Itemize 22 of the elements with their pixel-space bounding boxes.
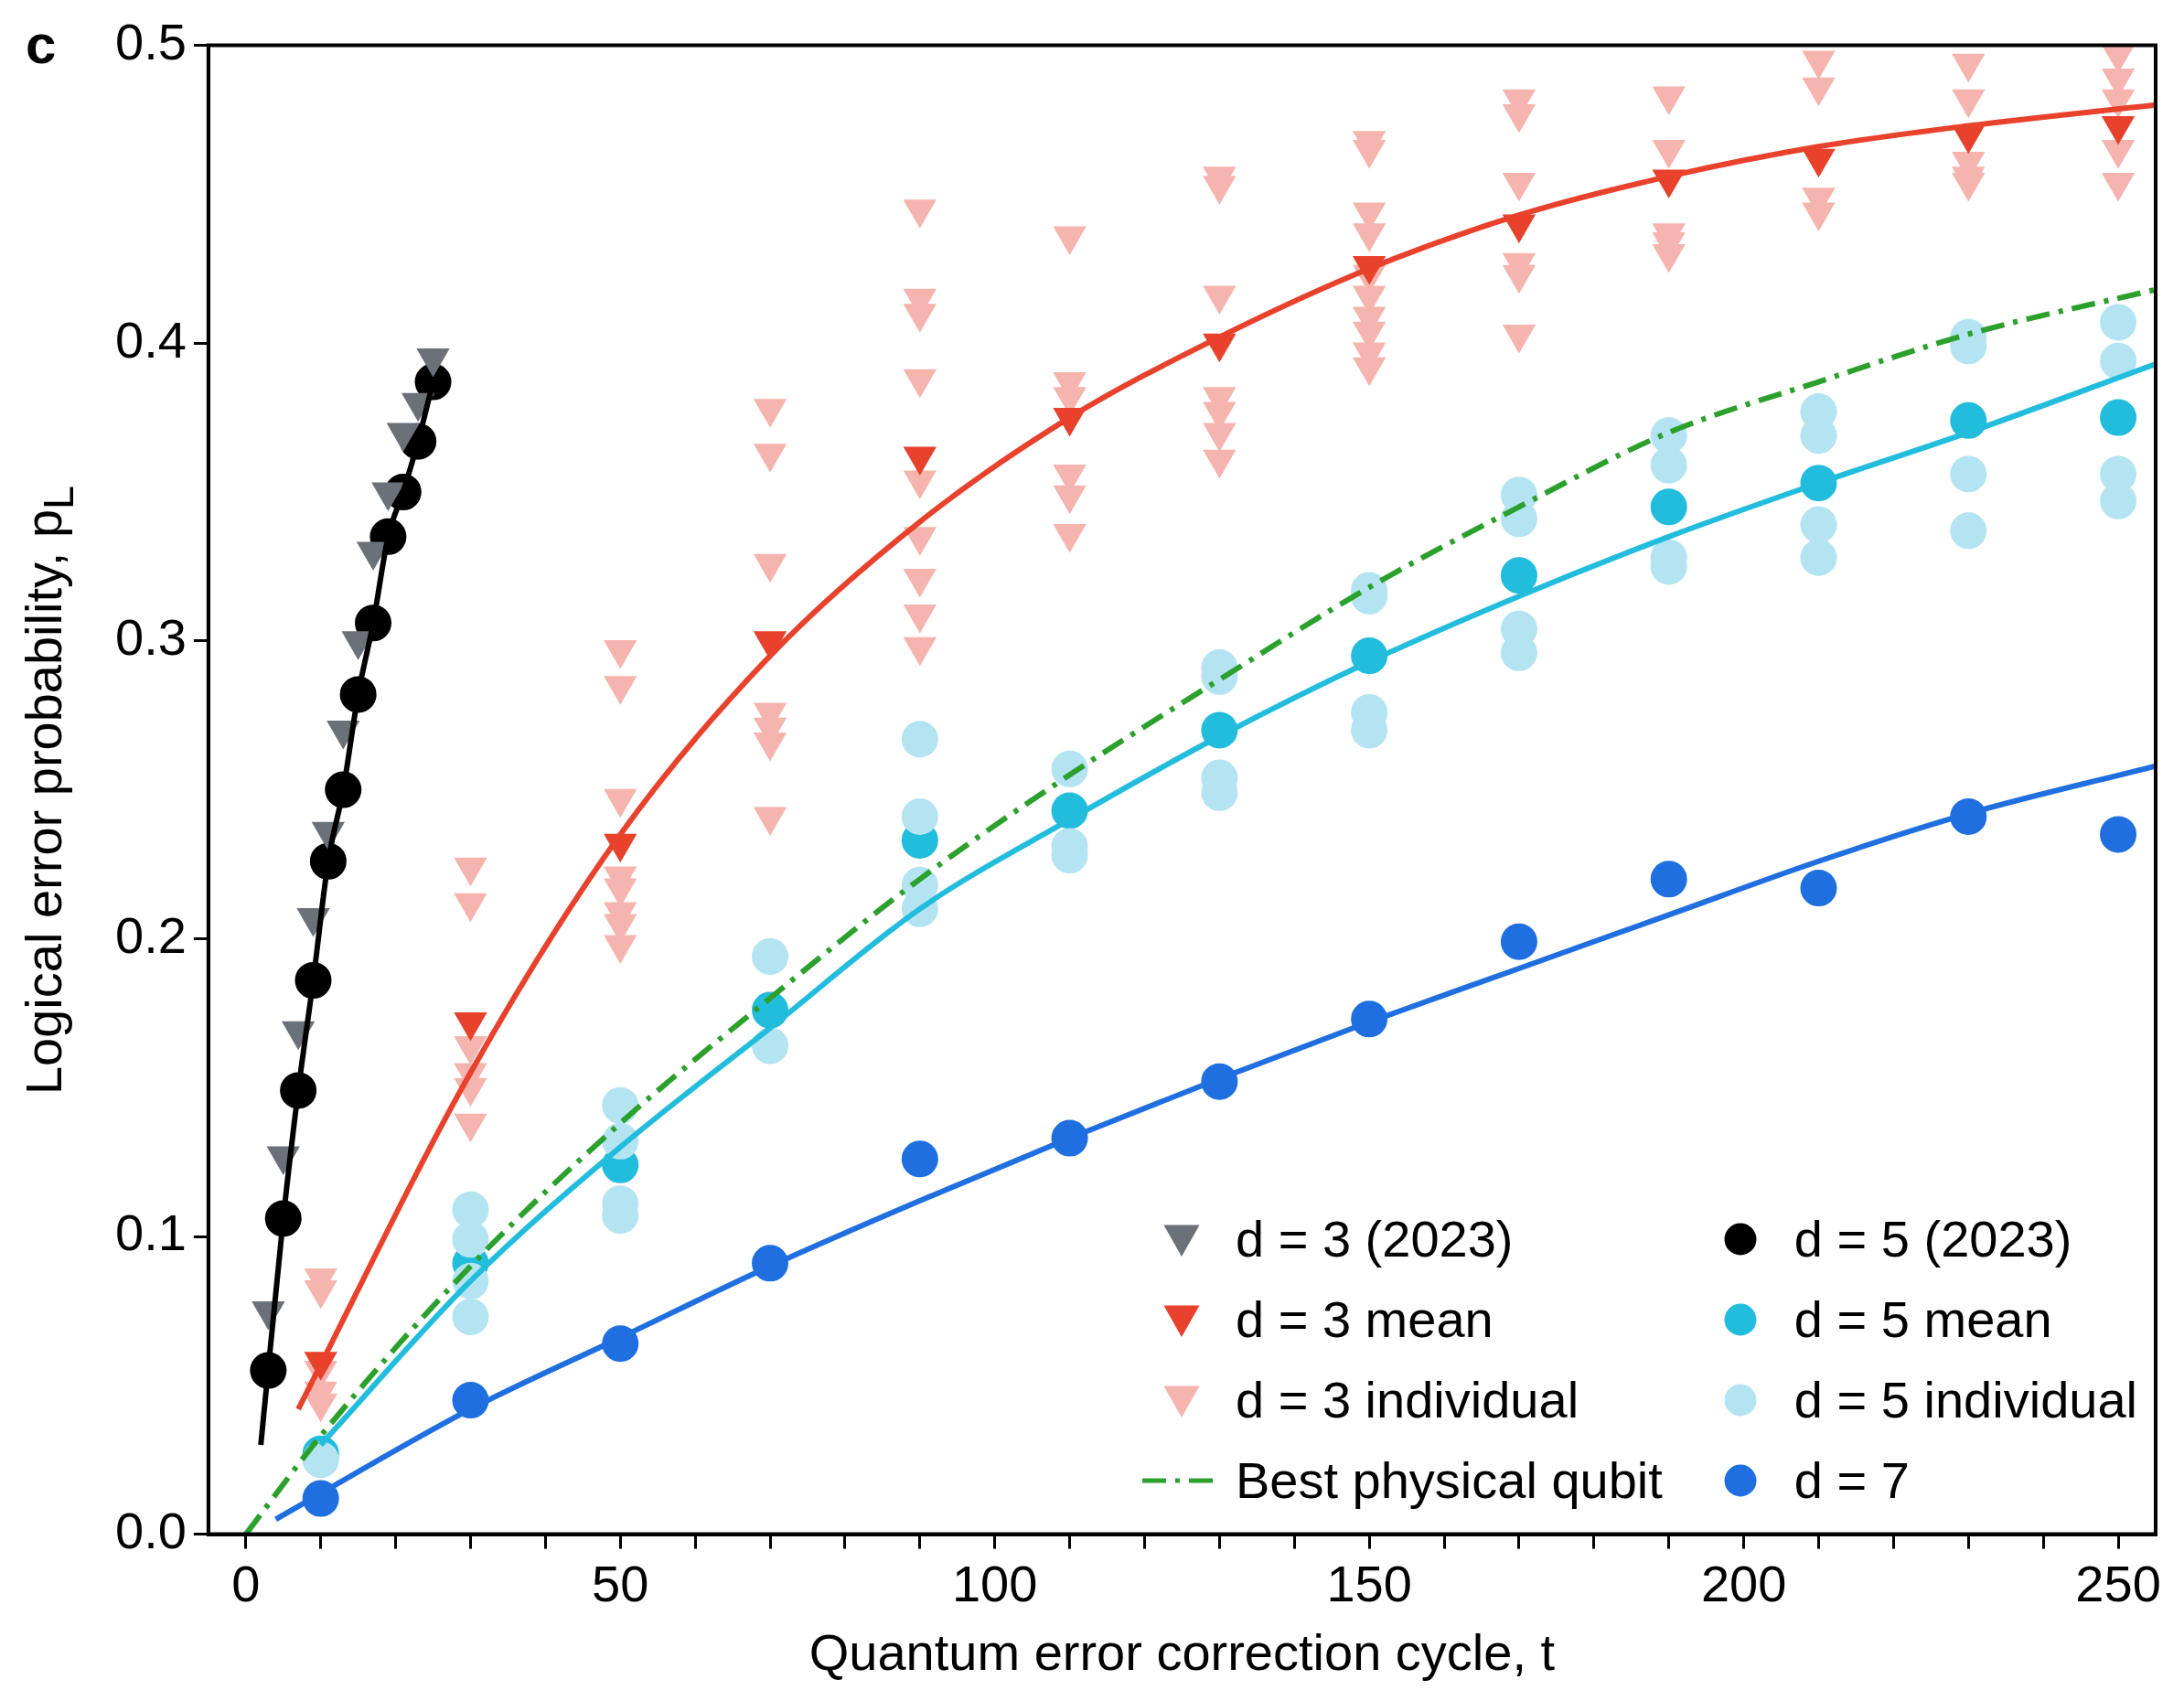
y-tick-label: 0.0 [114,1502,187,1560]
legend-label: d = 3 (2023) [1235,1209,1514,1269]
legend-label: d = 7 [1793,1450,1910,1511]
y-tick-label: 0.1 [114,1204,187,1262]
y-tick-label: 0.3 [114,608,187,667]
legend-label: d = 5 mean [1793,1289,2052,1350]
legend-label: Best physical qubit [1235,1450,1663,1511]
x-tick-label: 250 [2075,1554,2161,1612]
legend-label: d = 5 (2023) [1793,1209,2072,1269]
legend-label: d = 3 individual [1235,1370,1579,1430]
x-tick-label: 150 [1326,1554,1412,1612]
text: c [26,12,57,76]
y-tick-label: 0.4 [114,310,187,369]
x-tick-label: 100 [951,1554,1038,1612]
x-tick-label: 0 [231,1554,261,1612]
y-tick-label: 0.5 [114,13,187,71]
legend-label: d = 5 individual [1793,1370,2137,1430]
x-tick-label: 200 [1700,1554,1787,1612]
y-tick-label: 0.2 [114,905,187,964]
x-axis-title: Quantum error correction cycle, t [808,1622,1556,1681]
legend-label: d = 3 mean [1235,1289,1493,1350]
x-tick-label: 50 [592,1554,649,1612]
